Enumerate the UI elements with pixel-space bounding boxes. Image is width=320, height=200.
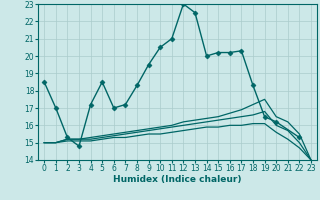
X-axis label: Humidex (Indice chaleur): Humidex (Indice chaleur) [113,175,242,184]
